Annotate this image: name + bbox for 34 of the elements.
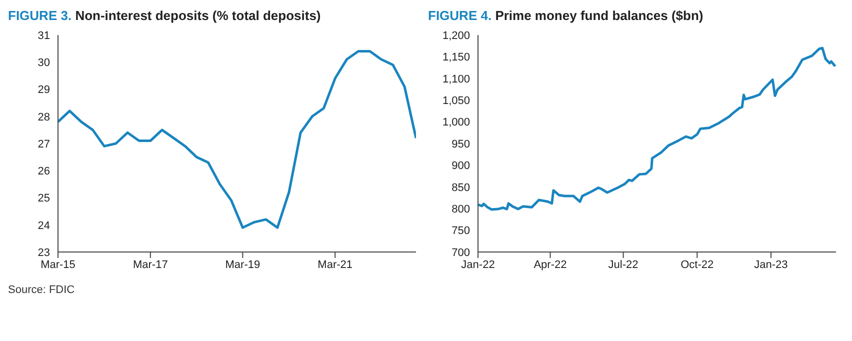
- y-tick-label: 30: [38, 57, 50, 70]
- y-tick-label: 800: [452, 204, 470, 216]
- x-tick-label: Mar-17: [132, 258, 168, 271]
- source-note: Source: FDIC: [8, 284, 76, 296]
- y-tick-label: 750: [452, 225, 470, 238]
- line-series: [58, 50, 416, 229]
- y-tick-label: 1,200: [442, 30, 470, 42]
- y-tick-label: 1,000: [442, 116, 470, 129]
- line-series: [478, 46, 836, 211]
- chart-title: FIGURE 4. Prime money fund balances ($bn): [428, 8, 704, 23]
- y-tick-label: 24: [38, 220, 50, 232]
- y-tick-label: 1,100: [442, 73, 470, 86]
- x-tick-label: Oct-22: [680, 258, 714, 271]
- y-tick-label: 900: [452, 160, 470, 172]
- y-tick-label: 1,050: [442, 95, 470, 108]
- y-tick-label: 27: [38, 138, 50, 150]
- x-tick-label: Mar-15: [40, 258, 76, 271]
- y-tick-label: 31: [38, 30, 50, 42]
- y-tick-label: 25: [38, 192, 50, 205]
- y-tick-label: 950: [452, 138, 470, 150]
- y-tick-label: 26: [38, 166, 50, 178]
- x-tick-label: Apr-22: [534, 258, 567, 271]
- y-tick-label: 29: [38, 84, 50, 96]
- x-tick-label: Jan-22: [461, 258, 495, 271]
- y-tick-label: 23: [38, 246, 50, 259]
- x-tick-label: Mar-21: [318, 258, 353, 271]
- x-tick-label: Jan-23: [754, 258, 788, 271]
- y-tick-label: 850: [452, 182, 470, 194]
- y-tick-label: 1,150: [442, 52, 470, 64]
- chart-title: FIGURE 3. Non-interest deposits (% total deposits): [8, 8, 322, 23]
- y-tick-label: 28: [38, 111, 50, 124]
- x-tick-label: Mar-19: [225, 258, 260, 271]
- x-tick-label: Jul-22: [608, 258, 638, 271]
- y-tick-label: 700: [452, 246, 470, 259]
